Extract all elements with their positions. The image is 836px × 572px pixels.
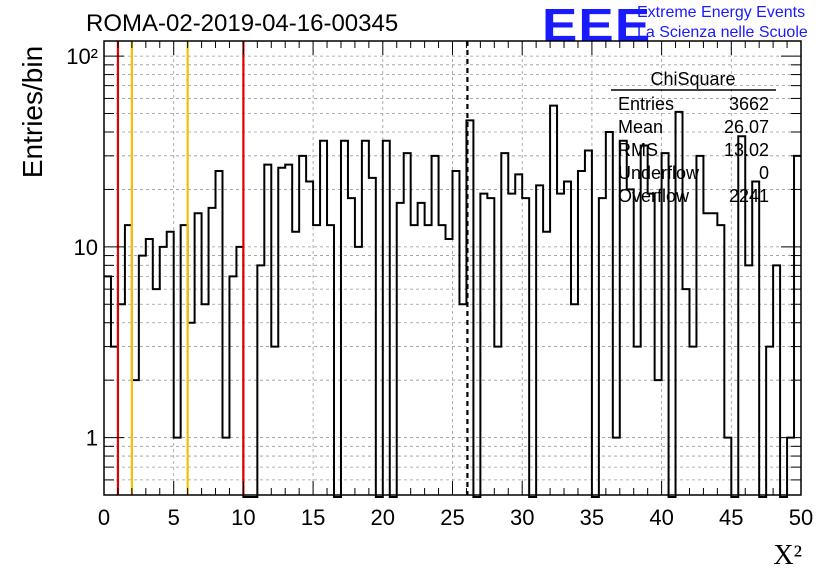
histogram-bin — [606, 132, 613, 495]
histogram-bin — [404, 153, 411, 495]
stats-value: 13.02 — [724, 140, 769, 160]
stats-value: 0 — [759, 163, 769, 183]
histogram-bin — [571, 304, 578, 495]
histogram-bin — [508, 194, 515, 495]
histogram-bin — [160, 247, 167, 495]
histogram-bin — [459, 304, 466, 495]
histogram-bin — [278, 168, 285, 495]
histogram-bin — [292, 232, 299, 495]
x-tick-label: 50 — [789, 505, 813, 530]
histogram-bin — [689, 347, 696, 495]
stats-label: RMS — [618, 140, 658, 160]
histogram-bin — [355, 247, 362, 495]
histogram-bin — [139, 256, 146, 495]
chart-title: ROMA-02-2019-04-16-00345 — [86, 10, 399, 37]
histogram-bin — [264, 165, 271, 495]
histogram-bin — [564, 182, 571, 495]
histogram-bin — [229, 276, 236, 495]
histogram-bin — [285, 165, 292, 495]
histogram-bin — [320, 141, 327, 495]
histogram-bin — [153, 289, 160, 495]
histogram-bin — [446, 239, 453, 495]
histogram-bin — [369, 178, 376, 495]
x-tick-label: 35 — [580, 505, 604, 530]
histogram-bin — [202, 304, 209, 495]
stats-value: 2241 — [729, 186, 769, 206]
y-axis-title: Entries/bin — [17, 46, 48, 178]
histogram-bin — [167, 232, 174, 495]
histogram-bin — [627, 189, 634, 495]
histogram-bin — [501, 153, 508, 495]
stats-label: Entries — [618, 94, 674, 114]
histogram-bin — [341, 141, 348, 495]
logo-line-1: Extreme Energy Events — [637, 4, 806, 21]
x-tick-label: 5 — [168, 505, 180, 530]
x-tick-label: 10 — [231, 505, 255, 530]
histogram-bin — [383, 141, 390, 495]
histogram-bin — [557, 194, 564, 495]
histogram-bin — [550, 106, 557, 495]
logo-line-2: La Scienza nelle Scuole — [637, 24, 808, 41]
x-tick-label: 45 — [719, 505, 743, 530]
x-tick-label: 30 — [510, 505, 534, 530]
histogram-bin — [543, 232, 550, 495]
stats-label: Overflow — [618, 186, 690, 206]
y-tick-label: 10 — [74, 235, 98, 260]
histogram-bin — [696, 156, 703, 495]
x-tick-label: 15 — [301, 505, 325, 530]
y-tick-label: 10² — [66, 44, 98, 69]
histogram-bin — [146, 239, 153, 495]
stats-label: Underflow — [618, 163, 700, 183]
histogram-bin — [271, 347, 278, 495]
stats-label: Mean — [618, 117, 663, 137]
stats-value: 3662 — [729, 94, 769, 114]
histogram-bin — [480, 194, 487, 495]
x-axis-title: X² — [773, 540, 802, 571]
histogram-bin — [209, 208, 216, 495]
x-tick-label: 40 — [649, 505, 673, 530]
histogram-bin — [794, 156, 801, 495]
stats-value: 26.07 — [724, 117, 769, 137]
x-tick-label: 0 — [98, 505, 110, 530]
y-tick-label: 1 — [86, 426, 98, 451]
stats-box-title: ChiSquare — [650, 69, 735, 89]
histogram-bin — [104, 276, 111, 495]
histogram-bin — [494, 347, 501, 495]
x-tick-label: 20 — [371, 505, 395, 530]
histogram-outline — [104, 104, 801, 498]
histogram-bin — [752, 182, 759, 495]
histogram-bin — [299, 156, 306, 495]
histogram-bin — [515, 174, 522, 495]
histogram-bin — [648, 194, 655, 495]
histogram-bin — [634, 347, 641, 495]
histogram-bin — [683, 289, 690, 495]
histogram-bin — [362, 141, 369, 495]
histogram-bin — [432, 156, 439, 495]
x-tick-label: 25 — [440, 505, 464, 530]
histogram-bin — [766, 347, 773, 495]
histogram-bin — [536, 185, 543, 495]
histogram-bin — [306, 182, 313, 495]
